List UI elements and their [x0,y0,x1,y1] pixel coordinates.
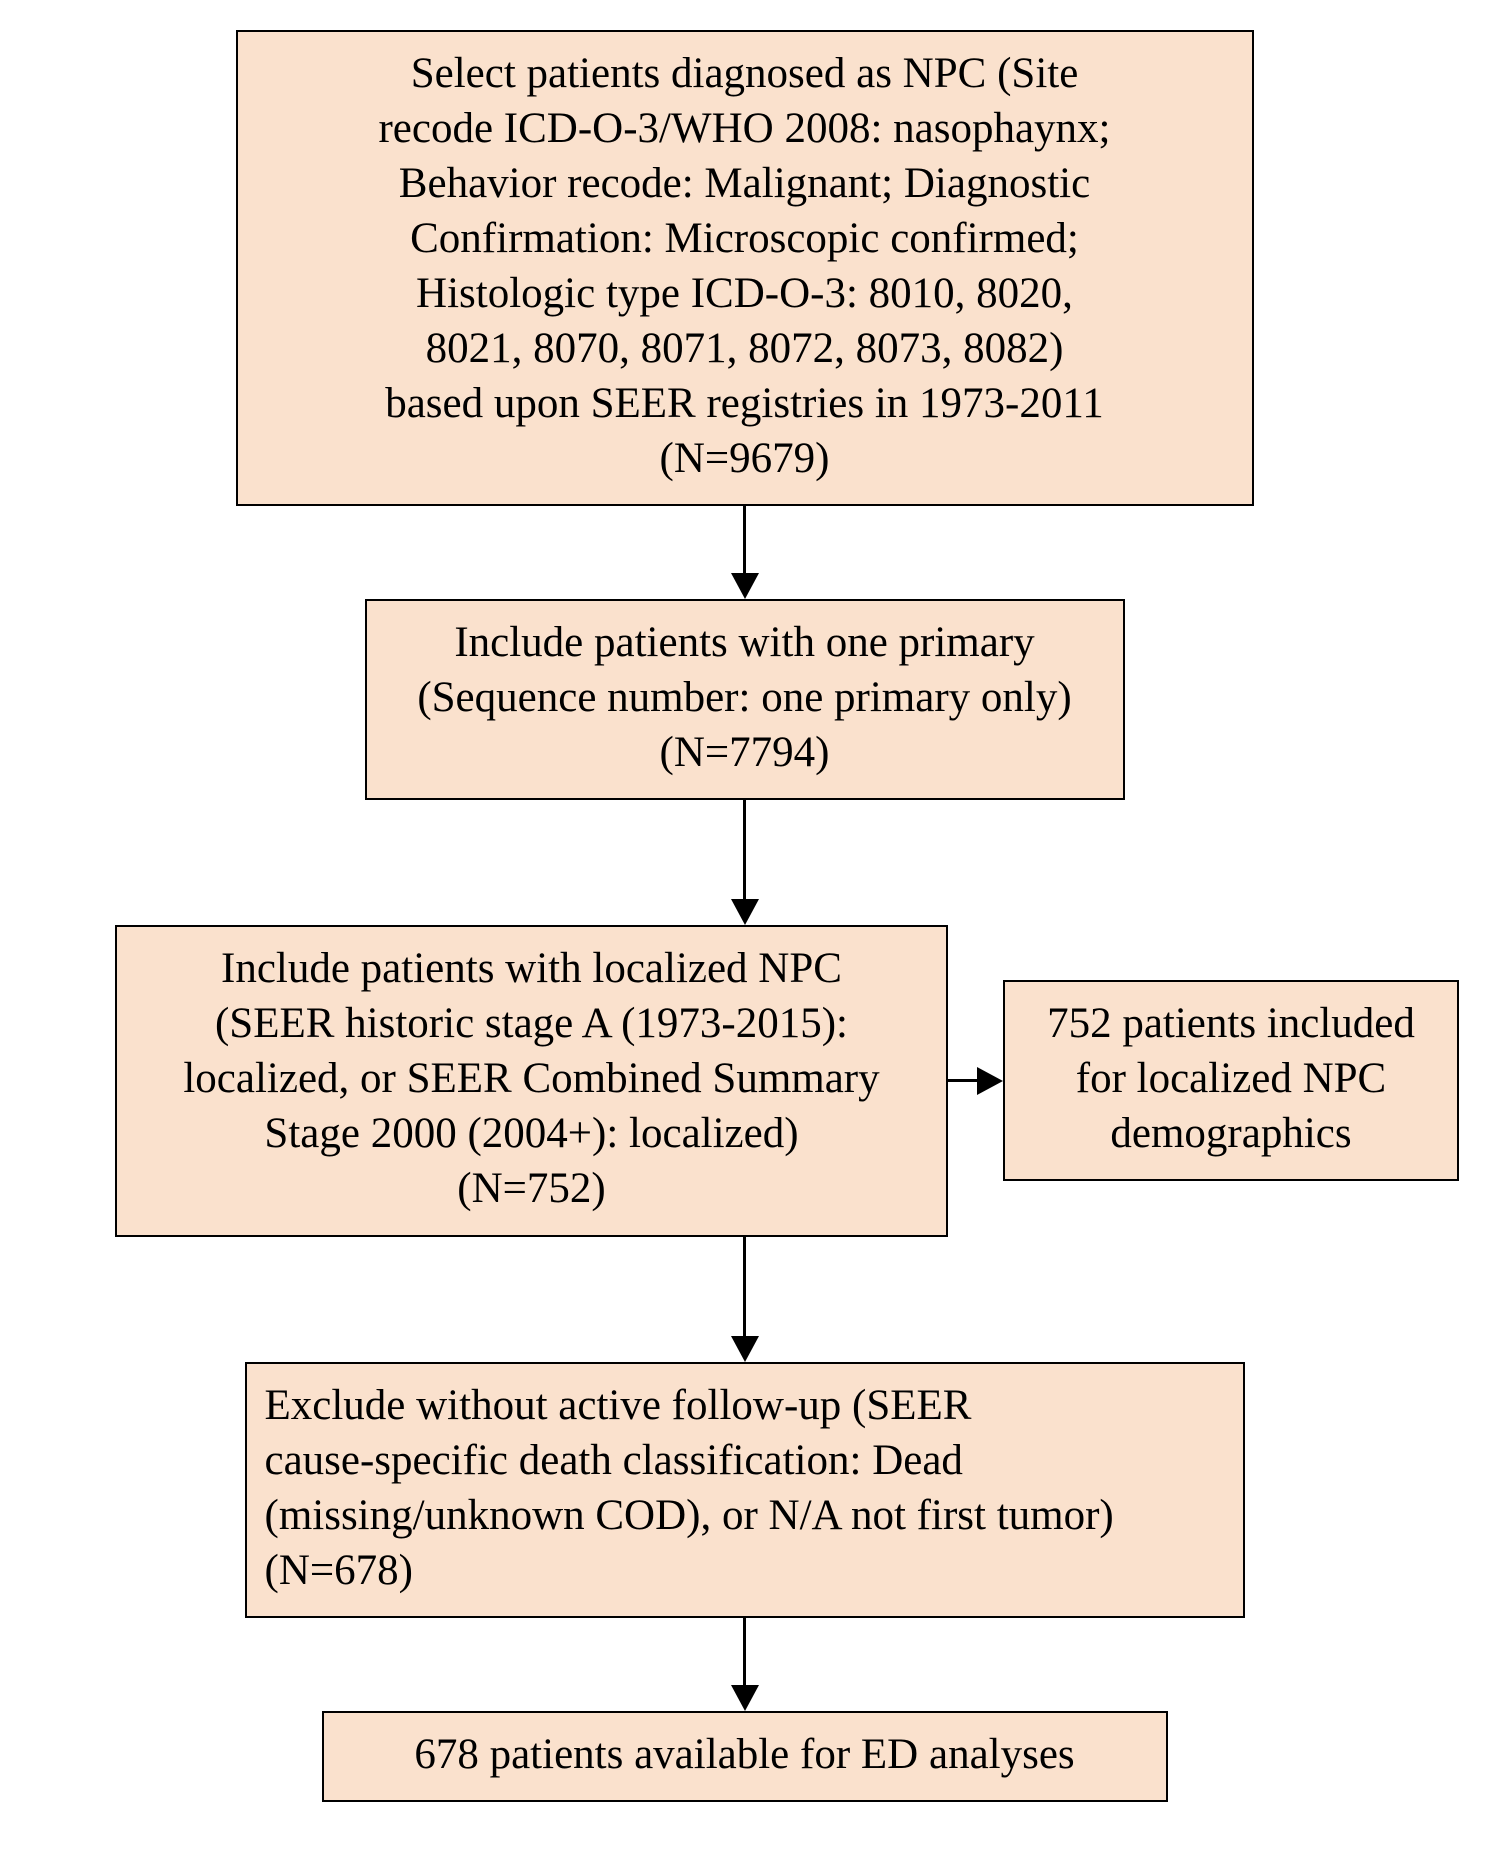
flow-node-one-primary: Include patients with one primary (Seque… [365,599,1125,800]
arrow-down [731,1618,759,1711]
flow-node-exclude-followup: Exclude without active follow-up (SEER c… [245,1362,1245,1618]
arrow-down [731,506,759,599]
flowchart: Select patients diagnosed as NPC (Site r… [30,30,1459,1802]
flow-row-localized: Include patients with localized NPC (SEE… [30,925,1459,1236]
flow-node-localized-npc: Include patients with localized NPC (SEE… [115,925,948,1236]
arrow-right [948,1067,1003,1095]
arrow-down [731,1237,759,1362]
flow-node-demographics: 752 patients included for localized NPC … [1003,980,1459,1181]
arrow-down [731,800,759,925]
flow-node-select-patients: Select patients diagnosed as NPC (Site r… [236,30,1254,506]
flow-node-final: 678 patients available for ED analyses [322,1711,1168,1802]
